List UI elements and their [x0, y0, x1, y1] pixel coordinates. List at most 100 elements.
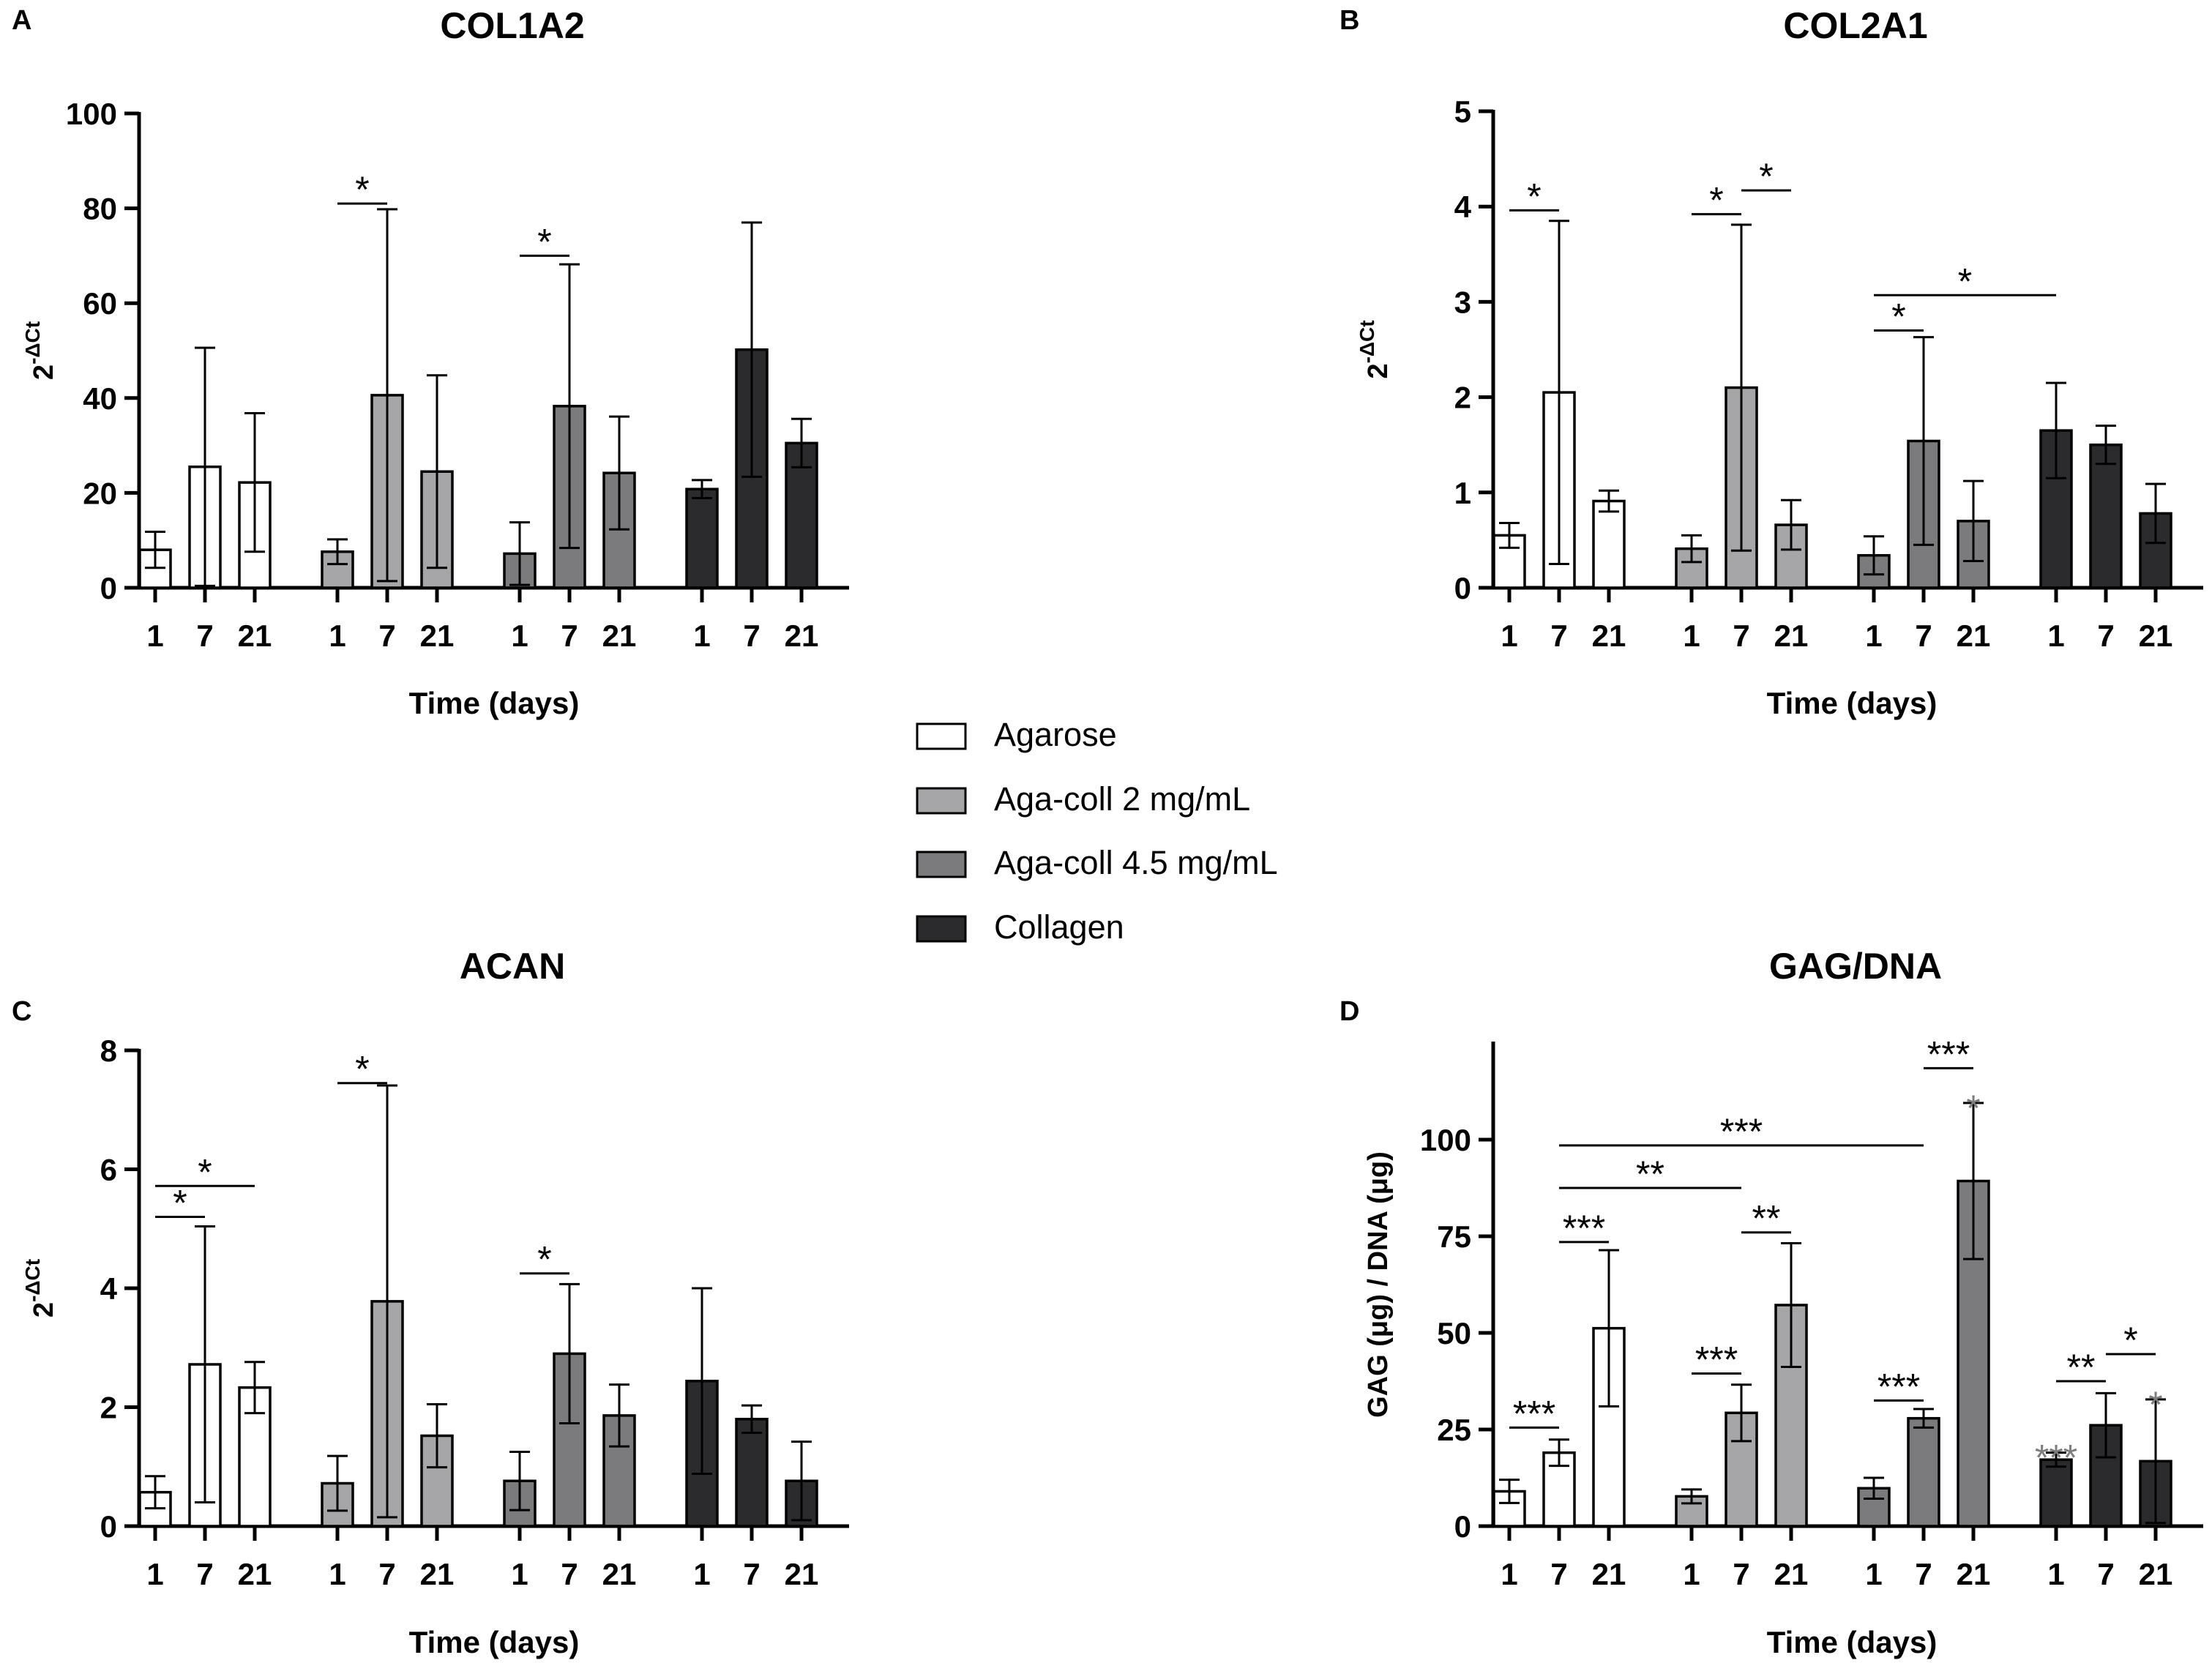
bar-annotation-marker: * [2148, 1384, 2162, 1425]
x-tick-label: 1 [1501, 1557, 1517, 1591]
legend-item-aga-coll-4-5: Aga-coll 4.5 mg/mL [916, 844, 1278, 881]
x-tick-label: 21 [602, 1557, 637, 1591]
significance-marker: *** [1695, 1339, 1738, 1380]
x-tick-label: 1 [1501, 619, 1517, 653]
x-tick-label: 21 [2139, 1557, 2173, 1591]
legend-swatch-collagen [916, 915, 967, 943]
panel-letter-b: B [1339, 5, 1359, 36]
y-axis-label-exponent: -ΔCt [1356, 320, 1378, 363]
bar-annotation-marker: * [1966, 1088, 1980, 1129]
legend-item-aga-coll-2: Aga-coll 2 mg/mL [916, 780, 1250, 818]
y-tick-label: 25 [1437, 1413, 1471, 1447]
x-tick-label: 7 [1733, 619, 1749, 653]
y-tick-label: 8 [100, 1034, 117, 1068]
y-axis-label-base: 2 [1363, 363, 1394, 378]
chart-title: COL1A2 [440, 5, 584, 46]
bar-aga-coll-4-5-mg-ml-day-21 [1957, 1179, 1990, 1528]
x-tick-label: 1 [1865, 619, 1882, 653]
x-tick-label: 21 [785, 619, 819, 653]
significance-marker: *** [1720, 1111, 1763, 1152]
significance-marker: * [1527, 176, 1541, 217]
legend: Agarose Aga-coll 2 mg/mL Aga-coll 4.5 mg… [916, 716, 1278, 946]
significance-marker: * [537, 1239, 551, 1280]
panel-letter-c: C [12, 996, 31, 1027]
x-tick-label: 21 [1957, 619, 1991, 653]
significance-marker: *** [1927, 1034, 1970, 1075]
y-tick-label: 0 [1454, 571, 1471, 605]
significance-marker: * [173, 1183, 187, 1224]
x-tick-label: 7 [196, 1557, 213, 1591]
y-tick-label: 50 [1437, 1316, 1471, 1350]
chart-title: COL2A1 [1783, 5, 1927, 46]
x-tick-label: 7 [1915, 1557, 1932, 1591]
x-tick-label: 21 [602, 619, 637, 653]
x-axis-label: Time (days) [409, 686, 580, 720]
x-tick-label: 1 [146, 1557, 163, 1591]
x-tick-label: 7 [378, 619, 395, 653]
significance-marker: * [2123, 1320, 2137, 1361]
y-tick-label: 1 [1454, 476, 1471, 510]
panel-letter-a: A [12, 5, 31, 36]
y-tick-label: 5 [1454, 94, 1471, 129]
x-tick-label: 1 [693, 1557, 710, 1591]
chart-title: ACAN [460, 946, 565, 987]
legend-label-agarose: Agarose [994, 716, 1117, 753]
y-axis-label: 2-ΔCt [21, 1259, 59, 1318]
significance-marker: *** [1513, 1393, 1555, 1434]
x-tick-label: 1 [1683, 619, 1700, 653]
x-tick-label: 7 [1550, 619, 1567, 653]
x-axis-label: Time (days) [409, 1625, 580, 1659]
x-tick-label: 7 [2097, 619, 2114, 653]
bar-aga-coll-4-5-mg-ml-day-7 [1907, 1416, 1940, 1528]
panel-letter-d: D [1339, 996, 1359, 1027]
y-tick-label: 2 [1454, 381, 1471, 415]
legend-label-aga-coll-2: Aga-coll 2 mg/mL [994, 780, 1250, 818]
legend-item-collagen: Collagen [916, 908, 1124, 946]
bar-collagen-day-1 [685, 487, 719, 589]
x-tick-label: 7 [378, 1557, 395, 1591]
x-tick-label: 21 [420, 619, 455, 653]
x-tick-label: 1 [2047, 619, 2064, 653]
bar-collagen-day-7 [735, 1418, 769, 1528]
bar-agarose-day-21 [1592, 499, 1626, 589]
x-tick-label: 1 [146, 619, 163, 653]
significance-marker: * [1709, 180, 1723, 221]
y-tick-label: 60 [83, 286, 117, 321]
legend-swatch-agarose [916, 722, 967, 750]
x-tick-label: 1 [1865, 1557, 1882, 1591]
x-tick-label: 7 [1550, 1557, 1567, 1591]
x-axis-label: Time (days) [1767, 686, 1938, 720]
y-tick-label: 20 [83, 476, 117, 510]
x-tick-label: 7 [561, 619, 578, 653]
y-axis-label: 2-ΔCt [21, 321, 59, 380]
y-tick-label: 0 [100, 571, 117, 605]
x-tick-label: 21 [1592, 619, 1626, 653]
y-tick-label: 100 [1420, 1123, 1471, 1157]
significance-marker: * [1759, 156, 1773, 197]
significance-marker: * [1958, 261, 1972, 302]
significance-marker: * [355, 1049, 369, 1090]
y-axis-label: 2-ΔCt [1356, 320, 1394, 378]
y-tick-label: 2 [100, 1391, 117, 1425]
significance-marker: * [1891, 296, 1905, 337]
x-tick-label: 21 [238, 1557, 272, 1591]
x-tick-label: 1 [511, 619, 528, 653]
significance-marker: * [355, 169, 369, 210]
x-tick-label: 1 [329, 1557, 345, 1591]
y-axis-label-exponent: -ΔCt [21, 321, 44, 365]
x-tick-label: 21 [1774, 619, 1809, 653]
y-tick-label: 0 [100, 1509, 117, 1544]
x-tick-label: 21 [1774, 1557, 1809, 1591]
x-tick-label: 7 [743, 619, 760, 653]
x-tick-label: 1 [511, 1557, 528, 1591]
y-axis-label: GAG (μg) / DNA (μg) [1363, 1151, 1394, 1418]
x-tick-label: 21 [1592, 1557, 1626, 1591]
legend-swatch-aga-coll-2 [916, 787, 967, 815]
y-tick-label: 80 [83, 192, 117, 226]
legend-swatch-aga-coll-4-5 [916, 851, 967, 878]
significance-marker: *** [1563, 1208, 1605, 1249]
